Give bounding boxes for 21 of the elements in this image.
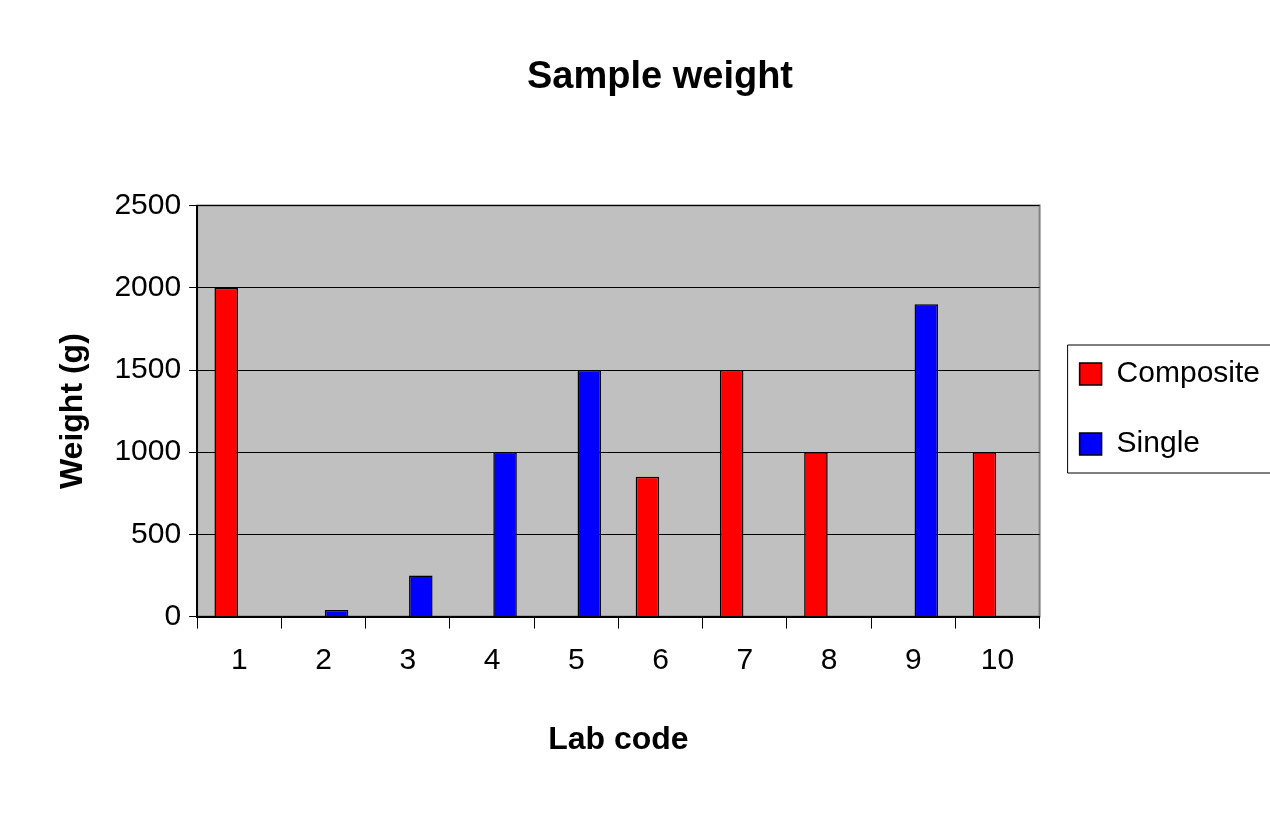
x-tick-label: 4 xyxy=(483,641,501,675)
x-tick-label: 2 xyxy=(315,641,332,675)
x-tick-label: 6 xyxy=(652,641,669,675)
y-tick-label: 2500 xyxy=(114,186,182,220)
x-tick-label: 8 xyxy=(820,641,838,675)
legend-label: Single xyxy=(1116,425,1201,459)
y-tick-label: 2000 xyxy=(114,269,182,303)
x-tick-label: 5 xyxy=(567,641,585,675)
x-tick-label: 1 xyxy=(230,641,248,675)
y-tick-label: 0 xyxy=(164,597,182,631)
x-axis-title: Lab code xyxy=(548,719,689,756)
y-axis-title: Weight (g) xyxy=(53,333,90,490)
x-tick-label: 9 xyxy=(904,641,922,675)
chart-title: Sample weight xyxy=(526,54,794,97)
y-tick-label: 1500 xyxy=(114,351,182,385)
x-tick-label: 7 xyxy=(736,641,754,675)
legend-label: Composite xyxy=(1116,355,1261,389)
x-tick-label: 10 xyxy=(980,641,1015,675)
x-tick-label: 3 xyxy=(399,641,417,675)
y-tick-label: 500 xyxy=(131,515,182,549)
y-tick-label: 1000 xyxy=(114,433,182,467)
